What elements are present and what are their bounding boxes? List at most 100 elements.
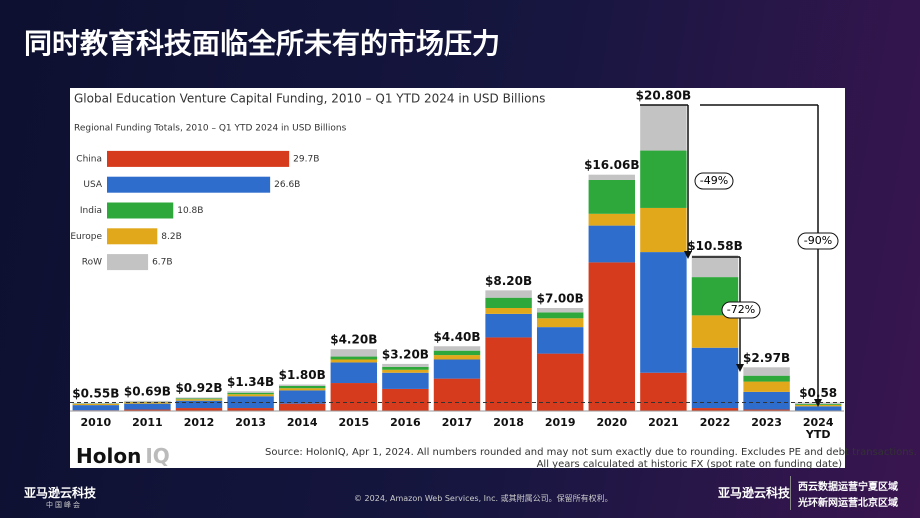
bar-segment [330, 383, 378, 411]
bar-segment [794, 406, 842, 411]
data-label: $3.20B [382, 347, 429, 361]
bar-segment [382, 388, 429, 411]
bar-segment [640, 252, 687, 373]
bar-segment [433, 355, 481, 360]
bar-segment [124, 409, 171, 411]
annotation: -72% [727, 303, 755, 316]
bar-segment [691, 347, 739, 409]
logo: Holon IQ [76, 444, 170, 468]
slide-title: 同时教育科技面临全所未有的市场压力 [24, 27, 501, 60]
inset-title: Regional Funding Totals, 2010 – Q1 YTD 2… [74, 124, 347, 134]
x-tick-label: 2012 [184, 416, 215, 429]
copyright: © 2024, Amazon Web Services, Inc. 或其附属公司… [354, 494, 613, 503]
logo-right: 亚马逊云科技 [718, 486, 791, 500]
bar-segment [124, 403, 171, 410]
bar-segment [175, 408, 223, 411]
bar-segment [691, 255, 739, 278]
region: 光环新网运营北京区域 [798, 498, 898, 509]
bars [72, 104, 842, 411]
bar-segment [278, 388, 326, 391]
bar [107, 254, 149, 271]
bar-segment [485, 313, 532, 338]
source: All years calculated at historic FX (spo… [537, 459, 842, 470]
data-label: $0.69B [124, 384, 171, 398]
x-tick-label: 2024 YTD [803, 416, 834, 441]
source: Source: HolonIQ, Apr 1, 2024. All number… [265, 447, 917, 458]
bar [107, 150, 290, 167]
bar-segment [72, 402, 120, 404]
bar-segment [536, 353, 584, 411]
data-label: $7.00B [537, 292, 584, 306]
bar-segment [278, 403, 326, 411]
logo-left-sub: 中国峰会 [46, 501, 82, 509]
x-tick-label: 2017 [442, 416, 473, 429]
bar-segment [72, 403, 120, 406]
bar-segment [175, 397, 223, 399]
y-tick-label: China [76, 154, 102, 164]
data-label: 6.7B [152, 258, 173, 268]
bar-segment [640, 207, 687, 253]
bar-segment [330, 359, 378, 363]
divider [790, 476, 791, 510]
annotation: -90% [804, 234, 832, 247]
bar-segment [691, 408, 739, 411]
data-label: $16.06B [584, 158, 639, 172]
bar-segment [588, 213, 636, 226]
annotation-box [694, 172, 734, 190]
bar-segment [175, 400, 223, 409]
bar-segment [433, 350, 481, 356]
y-tick-label: RoW [82, 258, 102, 268]
data-label: $4.20B [330, 333, 377, 347]
bar [107, 176, 271, 193]
x-tick-label: 2022 [700, 416, 731, 429]
data-label: 8.2B [161, 232, 182, 242]
bar-segment [227, 392, 274, 395]
bar-segment [485, 297, 532, 308]
annotation-box [797, 232, 839, 250]
data-label: $20.80B [636, 88, 691, 102]
bar-segment [743, 381, 790, 392]
bar-segment [278, 390, 326, 404]
data-label: 10.8B [177, 206, 203, 216]
y-tick-label: Europe [70, 232, 102, 242]
bar-segment [382, 372, 429, 389]
data-label: $10.58B [687, 239, 742, 253]
annotation-box [721, 301, 761, 319]
bar-segment [743, 367, 790, 376]
bar-segment [743, 409, 790, 411]
x-tick-label: 2016 [390, 416, 421, 429]
bar [107, 228, 158, 245]
bar-segment [485, 290, 532, 298]
data-label: $0.55B [72, 386, 119, 400]
annotation: -49% [700, 174, 728, 187]
x-tick-label: 2021 [648, 416, 679, 429]
bar-segment [588, 262, 636, 411]
bar-segment [278, 384, 326, 386]
bar-segment [382, 366, 429, 370]
x-tick-label: 2020 [596, 416, 627, 429]
x-tick-label: 2019 [545, 416, 576, 429]
annotation-lines [640, 104, 819, 401]
bar-segment [382, 369, 429, 373]
bar-segment [485, 337, 532, 411]
data-label: $8.20B [485, 274, 532, 288]
bar-segment [743, 391, 790, 410]
bar-segment [175, 398, 223, 400]
data-label: 26.6B [274, 180, 300, 190]
data-label: $2.97B [743, 351, 790, 365]
bar-segment [72, 405, 120, 411]
bar-segment [691, 315, 739, 348]
arrowheads [684, 251, 822, 407]
chart-title: Global Education Venture Capital Funding… [74, 92, 545, 106]
bar-segment [227, 394, 274, 397]
bar-segment [330, 349, 378, 357]
bar-segment [433, 378, 481, 411]
bar-segment [330, 362, 378, 384]
bar-segment [640, 150, 687, 208]
bar-segment [640, 104, 687, 151]
bar-segment [433, 359, 481, 379]
bar-segment [588, 174, 636, 180]
data-label: $1.80B [279, 368, 326, 382]
bar-segment [743, 375, 790, 382]
